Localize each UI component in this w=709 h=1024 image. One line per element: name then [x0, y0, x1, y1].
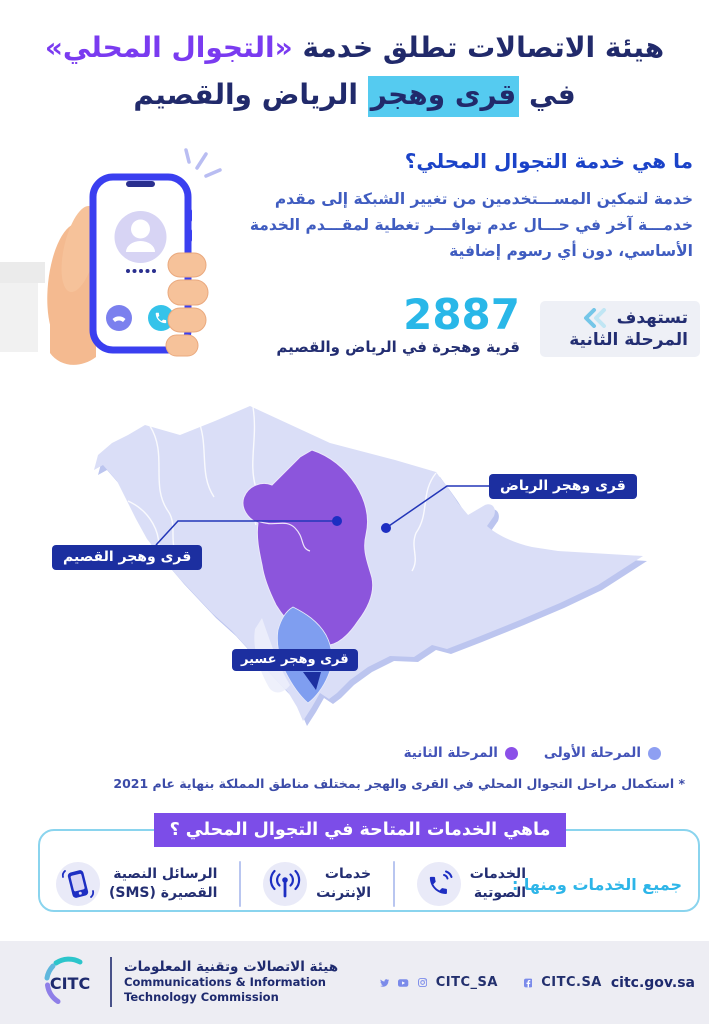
stat-block: 2887 قرية وهجرة في الرياض والقصيم — [276, 290, 520, 357]
twitter-icon[interactable] — [380, 975, 390, 990]
decorative-block — [0, 283, 38, 352]
map-label-qassim: قرى وهجر القصيم — [52, 545, 203, 570]
decorative-block — [0, 262, 45, 283]
stat-number: 2887 — [403, 290, 520, 339]
youtube-icon[interactable] — [398, 976, 409, 990]
stat-caption: قرية وهجرة في الرياض والقصيم — [276, 338, 520, 356]
services-list: الخدمات الصوتية خدمات — [56, 859, 526, 909]
legend-label: المرحلة الثانية — [403, 745, 498, 761]
accept-call-icon — [148, 305, 174, 331]
org-name-english: Communications & Information Technology … — [124, 975, 338, 1005]
phase2-dot-icon — [504, 746, 518, 760]
qassim-dot — [332, 516, 342, 526]
title-line1-accent: «التجوال المحلي» — [44, 31, 293, 64]
fingers — [165, 252, 209, 357]
legend-item-phase1: المرحلة الأولى — [544, 745, 661, 761]
title-line2-prefix: في — [519, 78, 576, 111]
target-phase-label: المرحلة الثانية — [569, 330, 688, 350]
description-line: خدمـــة آخر في حـــال عدم توافـــر تغطية… — [249, 216, 693, 234]
saudi-arabia-map: قرى وهجر الرياض قرى وهجر القصيم قرى وهجر… — [0, 393, 709, 743]
service-label-line: القصيرة (SMS) — [109, 885, 218, 901]
service-description: خدمة لتمكين المســـتخدمين من تغيير الشبك… — [250, 186, 693, 264]
incoming-call-illustration — [0, 145, 270, 370]
instagram-handle[interactable]: CITC_SA — [435, 975, 498, 990]
legend-item-phase2: المرحلة الثانية — [404, 745, 518, 761]
map-footnote: * استكمال مراحل التجوال المحلي في القرى … — [113, 776, 685, 791]
service-label-line: الرسائل النصية — [113, 866, 218, 882]
leader-lines — [155, 485, 489, 546]
service-label-line: خدمات — [324, 866, 372, 882]
title-line2-suffix: الرياض والقصيم — [133, 78, 368, 111]
riyadh-dot — [381, 523, 391, 533]
org-en-line1: Communications & Information — [124, 975, 326, 989]
antenna-signal-icon — [263, 862, 308, 906]
service-item-voice: الخدمات الصوتية — [416, 862, 526, 906]
target-label: تستهدف — [616, 308, 688, 328]
service-label-line: الخدمات — [469, 866, 526, 882]
service-item-sms: الرسائل النصية القصيرة (SMS) — [56, 862, 217, 906]
divider — [110, 957, 112, 1007]
divider — [392, 861, 395, 907]
services-intro-label: جميع الخدمات ومنها : — [511, 875, 682, 894]
page-title: هيئة الاتصالات تطلق خدمة «التجوال المحلي… — [0, 24, 709, 118]
footer-social-row: CITC_SA CITC.SA citc.gov.sa — [380, 941, 695, 1024]
legend-label: المرحلة الأولى — [543, 745, 641, 761]
facebook-handle[interactable]: CITC.SA — [541, 975, 602, 990]
map-svg — [94, 406, 647, 726]
service-label-line: الإنترنت — [316, 885, 372, 901]
sparkle-icon — [184, 148, 222, 178]
description-line: الأساسي، دون أي رسوم إضافية — [449, 242, 693, 260]
caller-avatar — [114, 211, 167, 263]
mobile-sms-icon — [56, 862, 100, 906]
citc-logo-text: CITC — [50, 974, 90, 993]
map-label-asir: قرى وهجر عسير — [232, 649, 358, 671]
website-link[interactable]: citc.gov.sa — [610, 974, 696, 991]
dots — [126, 269, 156, 273]
citc-logo-group: CITC هيئة الاتصالات وتقنية المعلومات Com… — [42, 954, 338, 1010]
services-section-title: ماهي الخدمات المتاحة في التجوال المحلي ؟ — [154, 813, 566, 847]
qassim-riyadh-border — [257, 520, 311, 552]
divider — [239, 861, 242, 907]
country-shape — [94, 406, 643, 721]
title-line-2: في قرى وهجر الرياض والقصيم — [0, 71, 709, 118]
asir-tag-pointer — [303, 672, 321, 690]
org-name-arabic: هيئة الاتصالات وتقنية المعلومات — [124, 959, 339, 975]
map-label-riyadh: قرى وهجر الرياض — [489, 474, 637, 499]
description-line: خدمة لتمكين المســـتخدمين من تغيير الشبك… — [274, 190, 693, 208]
double-chevron-left-icon — [583, 308, 606, 328]
instagram-icon[interactable] — [417, 974, 427, 991]
org-en-line2: Technology Commission — [124, 990, 279, 1004]
map-legend: المرحلة الأولى المرحلة الثانية — [404, 745, 661, 761]
phase1-dot-icon — [648, 746, 661, 760]
title-line1-text: هيئة الاتصالات تطلق خدمة — [292, 31, 665, 64]
decline-call-icon — [106, 305, 132, 331]
title-line2-highlight: قرى وهجر — [367, 76, 520, 117]
service-label-line: الصوتية — [473, 885, 526, 901]
service-item-internet: خدمات الإنترنت — [263, 862, 371, 906]
section-question: ما هي خدمة التجوال المحلي؟ — [404, 149, 693, 173]
footer: CITC هيئة الاتصالات وتقنية المعلومات Com… — [0, 941, 709, 1024]
facebook-icon[interactable] — [523, 975, 533, 991]
citc-logo-icon: CITC — [44, 956, 90, 1004]
title-line-1: هيئة الاتصالات تطلق خدمة «التجوال المحلي… — [0, 24, 709, 71]
phase-target-box: تستهدف المرحلة الثانية — [540, 301, 700, 357]
phone-handset-icon — [416, 862, 461, 906]
hand-holding-phone-icon — [47, 148, 222, 365]
